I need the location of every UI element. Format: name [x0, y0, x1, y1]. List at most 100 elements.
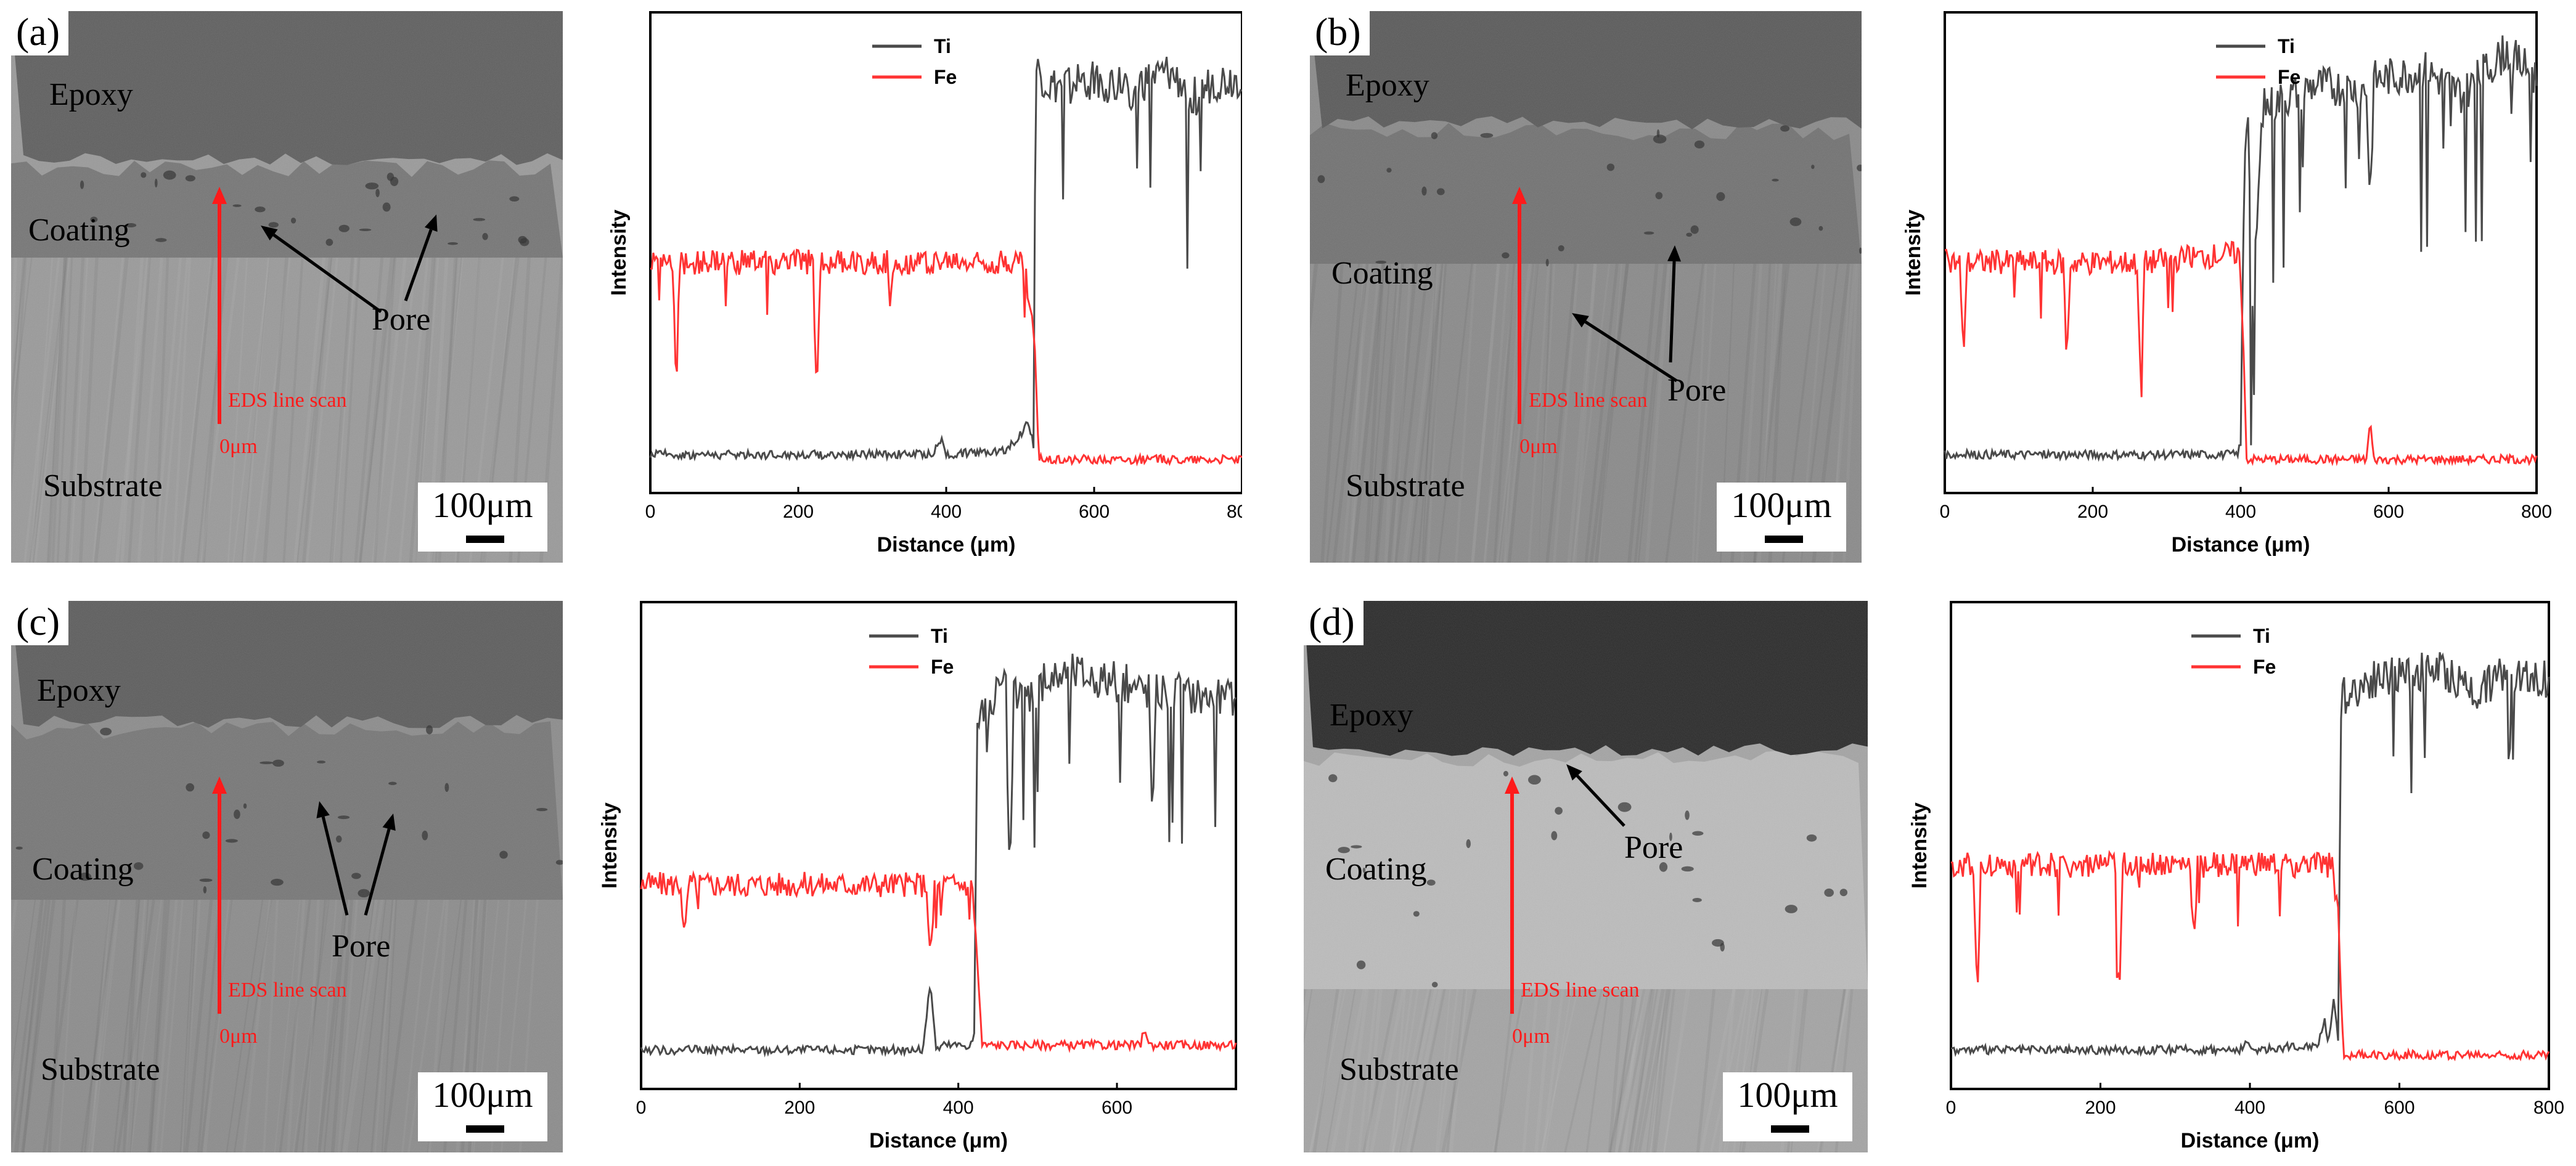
series-fe-line	[650, 248, 1243, 467]
eds-scan-arrowhead	[212, 187, 227, 204]
scale-bar-label: 100μm	[432, 485, 533, 525]
legend-label-ti: Ti	[2253, 625, 2270, 647]
x-axis-label: Distance (μm)	[2172, 533, 2310, 556]
substrate-label: Substrate	[41, 1052, 160, 1087]
pore-arrow	[364, 828, 391, 916]
substrate-label: Substrate	[1346, 468, 1465, 504]
zero-label: 0μm	[219, 1025, 258, 1048]
x-tick-label: 800	[2521, 502, 2552, 522]
sem-image-c: (c) Epoxy Coating Substrate Pore EDS line sca…	[11, 601, 563, 1152]
pore-arrow	[1576, 775, 1625, 827]
x-tick-label: 0	[636, 1098, 647, 1118]
x-tick-label: 0	[645, 502, 656, 522]
scale-bar-label: 100μm	[1731, 485, 1832, 525]
pore-arrowhead	[316, 801, 330, 818]
coating-label: Coating	[32, 852, 134, 887]
x-tick-label: 800	[2533, 1098, 2564, 1118]
x-tick-label: 400	[943, 1098, 974, 1118]
x-tick-label: 400	[2225, 502, 2256, 522]
pore-arrowhead	[1667, 245, 1682, 262]
legend-label-fe: Fe	[931, 656, 954, 678]
sem-image-a: (a) Epoxy Coating Substrate Pore EDS line sca…	[11, 11, 563, 563]
eds-scan-label: EDS line scan	[1521, 979, 1640, 1001]
x-tick-label: 200	[784, 1098, 815, 1118]
scale-bar: 100μm	[1717, 483, 1846, 552]
pore-arrowhead	[261, 226, 278, 241]
pore-label: Pore	[372, 302, 431, 337]
micrograph-background	[11, 11, 563, 563]
x-axis-label: Distance (μm)	[877, 533, 1016, 556]
y-axis-label: Intensity	[1902, 210, 1925, 296]
plot-frame	[1950, 601, 2550, 1090]
x-tick-label: 800	[1227, 502, 1242, 522]
pore-arrow	[1669, 261, 1676, 363]
legend-label-ti: Ti	[931, 625, 948, 647]
epoxy-label: Epoxy	[49, 77, 133, 112]
legend-label-fe: Fe	[2278, 66, 2300, 88]
line-scan-chart-a: 0 200 400 600 800 Distance (μm) Intensity Ti Fe	[589, 11, 1257, 566]
pore-arrow	[272, 234, 382, 314]
pore-label: Pore	[1667, 373, 1727, 408]
series-ti-line	[1944, 35, 2538, 462]
micrograph-background	[1304, 601, 1868, 1152]
x-tick-label: 600	[2384, 1098, 2414, 1118]
eds-scan-arrowhead	[1512, 187, 1527, 204]
scale-bar: 100μm	[1723, 1072, 1852, 1141]
coating-label: Coating	[28, 213, 130, 248]
chart-svg: 0 200 400 600 Distance (μm) Intensity Ti Fe	[598, 601, 1237, 1152]
x-tick-label: 200	[783, 502, 814, 522]
series-ti-line	[1950, 652, 2550, 1058]
substrate-label: Substrate	[43, 468, 163, 504]
x-tick-label: 200	[2085, 1098, 2116, 1118]
pore-arrowhead	[1566, 764, 1582, 781]
series-fe-line	[1950, 850, 2550, 1062]
scale-bar: 100μm	[418, 1072, 547, 1141]
sem-image-b: (b) Epoxy Coating Substrate Pore EDS line sca…	[1310, 11, 1862, 563]
pore-label: Pore	[1624, 830, 1683, 865]
line-scan-chart-c: 0 200 400 600 Distance (μm) Intensity Ti Fe	[583, 601, 1251, 1156]
scale-bar-label: 100μm	[432, 1075, 533, 1115]
epoxy-label: Epoxy	[37, 673, 121, 708]
eds-scan-arrowhead	[1505, 777, 1519, 794]
pore-label: Pore	[332, 929, 391, 964]
scale-bar: 100μm	[418, 483, 547, 552]
eds-scan-label: EDS line scan	[1529, 389, 1648, 412]
series-ti-line	[649, 57, 1243, 462]
pore-arrowhead	[1572, 313, 1589, 328]
zero-label: 0μm	[1512, 1025, 1550, 1048]
eds-scan-arrowhead	[212, 777, 227, 794]
epoxy-label: Epoxy	[1346, 68, 1429, 103]
eds-scan-label: EDS line scan	[228, 979, 347, 1001]
pore-arrowhead	[424, 214, 438, 232]
x-tick-label: 400	[931, 502, 962, 522]
chart-svg: 0 200 400 600 800 Distance (μm) Intensity Ti Fe	[1902, 11, 2552, 556]
panel-letter: (c)	[11, 601, 69, 645]
legend-label-ti: Ti	[934, 35, 951, 57]
legend-label-fe: Fe	[2253, 656, 2276, 678]
series-fe-line	[640, 870, 1237, 1053]
scale-bar-label: 100μm	[1737, 1075, 1838, 1115]
x-axis-label: Distance (μm)	[869, 1129, 1008, 1152]
y-axis-label: Intensity	[607, 210, 631, 296]
zero-label: 0μm	[219, 435, 258, 458]
micrograph-background	[11, 601, 563, 1152]
coating-label: Coating	[1331, 256, 1433, 291]
panel-letter: (b)	[1310, 11, 1370, 55]
x-tick-label: 600	[2373, 502, 2404, 522]
y-axis-label: Intensity	[1908, 802, 1931, 889]
scale-bar-line	[1771, 1125, 1809, 1133]
x-tick-label: 600	[1079, 502, 1110, 522]
scale-bar-line	[466, 1125, 504, 1133]
scale-bar-line	[1765, 536, 1803, 543]
line-scan-chart-b: 0 200 400 600 800 Distance (μm) Intensity Ti Fe	[1883, 11, 2561, 566]
plot-frame	[640, 601, 1237, 1090]
epoxy-label: Epoxy	[1330, 698, 1413, 733]
pore-arrow	[404, 229, 433, 301]
x-axis-label: Distance (μm)	[2181, 1129, 2320, 1152]
y-axis-label: Intensity	[598, 802, 621, 889]
eds-scan-label: EDS line scan	[228, 389, 347, 412]
pore-arrow	[1584, 320, 1678, 383]
zero-label: 0μm	[1519, 435, 1558, 458]
x-tick-label: 600	[1102, 1098, 1132, 1118]
pore-arrowhead	[382, 813, 396, 831]
